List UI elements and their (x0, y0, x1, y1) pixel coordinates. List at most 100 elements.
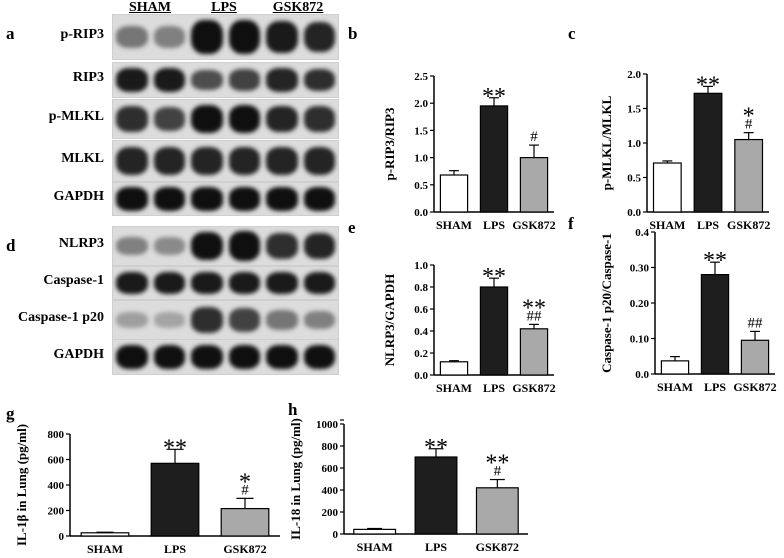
panel-letter-f: f (568, 214, 574, 233)
blot-band (228, 187, 260, 211)
x-tick-label: LPS (425, 540, 447, 554)
bar-lps (414, 456, 458, 535)
blot-band (153, 312, 185, 328)
chart-f: 0.0 0.10 0.20 0.30 0.4 Caspase-1 p20/Caspase-… (599, 227, 777, 394)
blot-band (266, 310, 298, 330)
significance-label: ** (163, 435, 187, 461)
blot-band (303, 21, 335, 53)
x-tick-label: GSK872 (512, 218, 555, 232)
blot-band (228, 69, 260, 91)
chart-e: 0.0 0.2 0.4 0.6 0.8 1.0 NLRP3/GAPDH SHAM LPS ** GS… (382, 260, 556, 395)
x-tick-label: LPS (483, 381, 505, 395)
blot-band (153, 67, 185, 93)
blot-band (303, 106, 335, 132)
blot-band (191, 187, 223, 211)
y-tick-label: 400 (48, 480, 65, 492)
significance-label: ** (522, 295, 546, 321)
significance-label: ## (748, 315, 764, 331)
blot-band (303, 271, 335, 295)
x-tick-label: LPS (697, 218, 719, 232)
x-tick-label: GSK872 (512, 381, 555, 395)
x-tick-label: SHAM (649, 218, 685, 232)
blot-band (116, 344, 148, 370)
blot-band (153, 147, 185, 175)
blot-band (266, 233, 298, 259)
y-tick-label: 0.5 (627, 173, 641, 185)
blot-band (228, 344, 260, 370)
blot-band (191, 271, 223, 295)
blot-strip (112, 62, 339, 98)
bar-sham (660, 360, 690, 375)
blot-band (116, 25, 148, 49)
blot-label-caspase-1-p20: Caspase-1 p20 (18, 310, 104, 325)
blot-label-gapdh: GAPDH (53, 189, 104, 204)
blot-band (303, 187, 335, 211)
bar-sham (439, 361, 469, 376)
blot-band (191, 69, 223, 91)
y-axis-label: NLRP3/GAPDH (382, 274, 397, 366)
bar-sham (80, 532, 130, 537)
x-tick-label: LPS (164, 542, 186, 556)
blot-strip (112, 300, 339, 340)
blot-strip (112, 339, 339, 375)
blot-band (266, 21, 298, 53)
blot-band (191, 105, 223, 133)
x-tick-label: GSK872 (727, 218, 770, 232)
chart-h: 0 200 400 600 800 1000 IL-18 in Lung (pg/ml) SH… (288, 418, 528, 554)
y-tick-label: 0.10 (630, 334, 650, 346)
y-tick-label: 0.6 (414, 304, 428, 316)
y-tick-label: 600 (322, 463, 339, 475)
blot-band (266, 147, 298, 175)
y-tick-label: 0.0 (414, 370, 428, 382)
y-tick-label: 0.0 (414, 207, 428, 219)
y-tick-label: 0.30 (630, 263, 650, 275)
blot-band (153, 344, 185, 370)
blot-band (153, 187, 185, 211)
blot-label-mlkl: MLKL (61, 151, 104, 166)
y-tick-label: 1.0 (627, 138, 641, 150)
y-tick-label: 0.8 (414, 282, 428, 294)
y-axis-label: IL-1β in Lung (pg/ml) (14, 424, 29, 546)
y-axis-label: Caspase-1 p20/Caspase-1 (599, 233, 614, 373)
blot-label-p-rip3: p-RIP3 (60, 27, 104, 42)
bar-gsk872 (519, 156, 549, 213)
blot-label-rip3: RIP3 (72, 70, 104, 85)
x-tick-label: LPS (704, 380, 726, 394)
blot-band (303, 232, 335, 260)
blot-band (153, 271, 185, 295)
significance-label: ** (703, 248, 727, 274)
blot-band (266, 344, 298, 370)
blot-band (228, 231, 260, 261)
blot-band (303, 344, 335, 370)
y-tick-label: 1.5 (414, 125, 428, 137)
x-tick-label: SHAM (436, 218, 472, 232)
blot-band (153, 107, 185, 131)
blot-band (116, 271, 148, 295)
y-tick-label: 0.4 (414, 326, 428, 338)
blot-strip (112, 226, 339, 266)
y-tick-label: 600 (48, 455, 65, 467)
y-tick-label: 1.5 (627, 104, 641, 116)
blot-band (191, 344, 223, 370)
blot-band (116, 312, 148, 328)
y-tick-label: 2.5 (414, 71, 428, 83)
y-tick-label: 1.0 (414, 153, 428, 165)
blot-band (191, 147, 223, 175)
x-tick-label: SHAM (357, 540, 393, 554)
blot-band (191, 307, 223, 333)
blot-band (303, 310, 335, 330)
bar-lps (479, 105, 509, 213)
x-tick-label: GSK872 (733, 380, 776, 394)
x-tick-label: SHAM (87, 542, 123, 556)
lane-label-lps: LPS (211, 0, 237, 15)
blot-band (228, 147, 260, 175)
blot-label-gapdh: GAPDH (53, 347, 104, 362)
y-tick-label: 1.0 (414, 260, 428, 272)
panel-letter-d: d (6, 236, 16, 255)
panel-letter-h: h (288, 400, 298, 419)
blot-strip (112, 182, 339, 216)
blot-band (228, 19, 260, 55)
bar-sham (353, 528, 397, 535)
significance-label: # (745, 117, 753, 133)
y-tick-label: 0.2 (414, 348, 428, 360)
